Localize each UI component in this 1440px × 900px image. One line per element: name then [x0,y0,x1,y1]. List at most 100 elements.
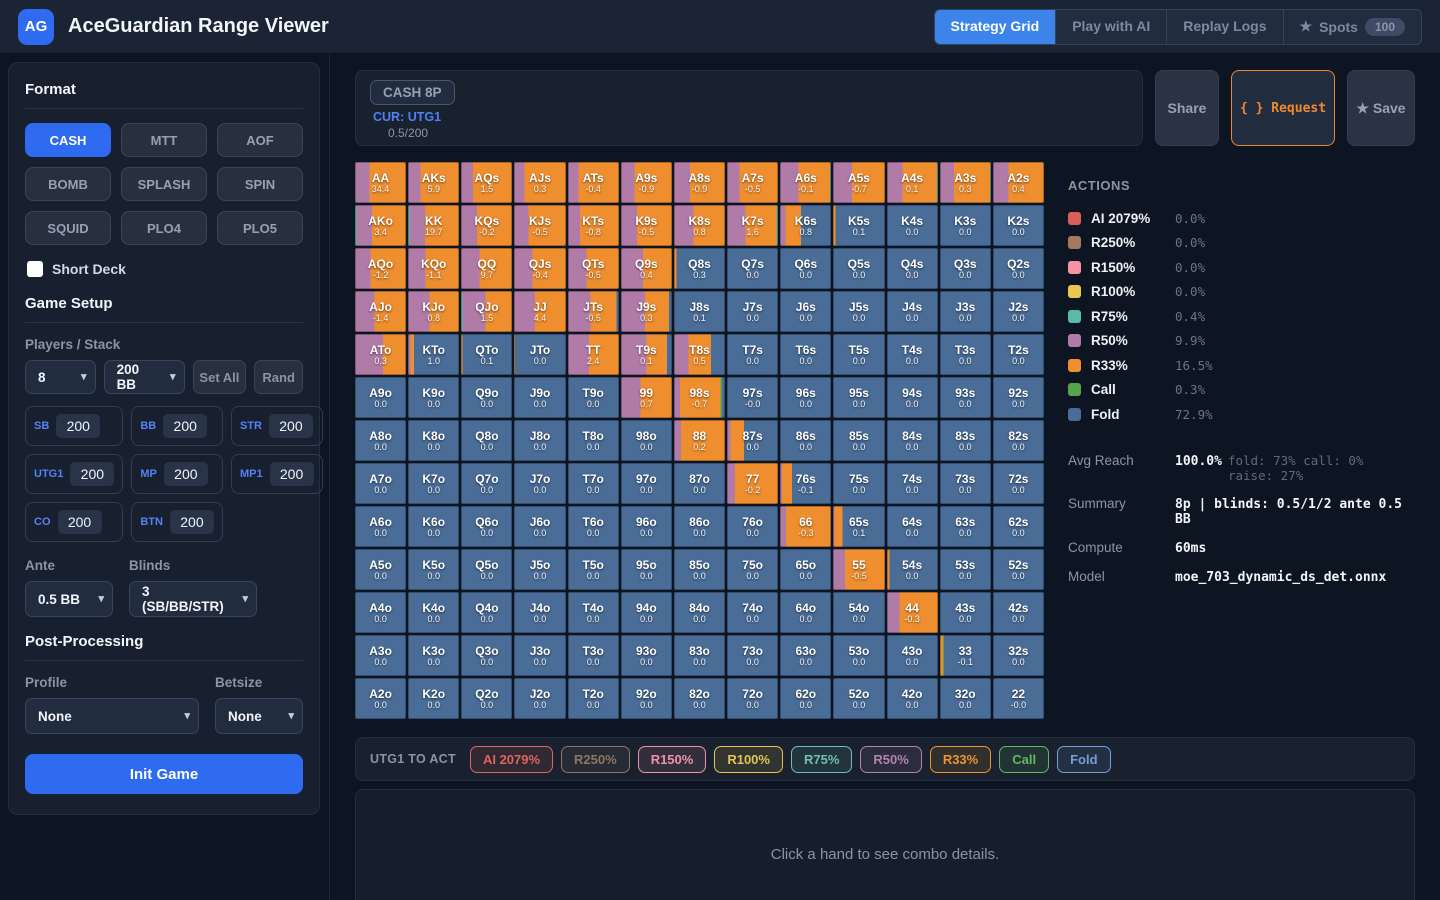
hand-cell-64s[interactable]: 64s 0.0 [886,506,938,547]
hand-cell-Q9s[interactable]: Q9s 0.4 [620,248,672,289]
hand-cell-J6s[interactable]: J6s 0.0 [780,291,832,332]
hand-cell-Q3o[interactable]: Q3o 0.0 [461,635,513,676]
action-button-call[interactable]: Call [999,745,1050,773]
hand-cell-KJo[interactable]: KJo 0.8 [408,291,460,332]
hand-cell-K3o[interactable]: K3o 0.0 [408,635,460,676]
hand-cell-Q2s[interactable]: Q2s 0.0 [992,248,1044,289]
format-button-bomb[interactable]: BOMB [25,167,111,201]
stack-input-co[interactable] [57,510,102,534]
hand-cell-A3o[interactable]: A3o 0.0 [355,635,407,676]
save-button[interactable]: ★ Save [1347,70,1415,146]
hand-cell-T8o[interactable]: T8o 0.0 [567,420,619,461]
hand-cell-73o[interactable]: 73o 0.0 [727,635,779,676]
hand-cell-J6o[interactable]: J6o 0.0 [514,506,566,547]
hand-cell-QTs[interactable]: QTs -0.5 [567,248,619,289]
stack-input-str[interactable] [268,414,313,438]
hand-cell-T8s[interactable]: T8s 0.5 [673,334,726,375]
hand-cell-95s[interactable]: 95s 0.0 [833,377,885,418]
init-game-button[interactable]: Init Game [25,754,303,794]
hand-cell-J9o[interactable]: J9o 0.0 [514,377,566,418]
hand-cell-JTo[interactable]: JTo 0.0 [514,334,566,375]
hand-cell-84s[interactable]: 84s 0.0 [886,420,938,461]
hand-cell-A6s[interactable]: A6s -0.1 [780,162,832,203]
hand-cell-53o[interactable]: 53o 0.0 [833,635,885,676]
action-button-r75[interactable]: R75% [790,745,853,773]
hand-cell-74o[interactable]: 74o 0.0 [727,592,779,633]
hand-cell-K2s[interactable]: K2s 0.0 [992,205,1044,246]
hand-cell-94s[interactable]: 94s 0.0 [886,377,938,418]
hand-cell-44[interactable]: 44 -0.3 [886,592,938,633]
hand-cell-97s[interactable]: 97s -0.0 [727,377,779,418]
stack-input-btn[interactable] [169,510,214,534]
action-button-r33[interactable]: R33% [929,745,992,773]
hand-cell-96o[interactable]: 96o 0.0 [620,506,672,547]
hand-cell-K4s[interactable]: K4s 0.0 [886,205,938,246]
hand-cell-72s[interactable]: 72s 0.0 [992,463,1044,504]
hand-cell-62s[interactable]: 62s 0.0 [992,506,1044,547]
tab-play-with-ai[interactable]: Play with AI [1055,9,1166,44]
hand-cell-93s[interactable]: 93s 0.0 [939,377,991,418]
hand-cell-ATs[interactable]: ATs -0.4 [567,162,619,203]
tab-spots[interactable]: ★ Spots 100 [1282,9,1421,44]
hand-cell-K7o[interactable]: K7o 0.0 [408,463,460,504]
hand-cell-87s[interactable]: 87s 0.0 [727,420,779,461]
hand-cell-32o[interactable]: 32o 0.0 [939,678,991,719]
stack-input-bb[interactable] [163,414,208,438]
hand-cell-76o[interactable]: 76o 0.0 [727,506,779,547]
hand-cell-J8s[interactable]: J8s 0.1 [673,291,726,332]
hand-cell-A9s[interactable]: A9s -0.9 [620,162,672,203]
hand-cell-T4o[interactable]: T4o 0.0 [567,592,619,633]
format-button-splash[interactable]: SPLASH [121,167,207,201]
hand-cell-K5s[interactable]: K5s 0.1 [833,205,885,246]
hand-cell-A5o[interactable]: A5o 0.0 [355,549,407,590]
hand-cell-65s[interactable]: 65s 0.1 [833,506,885,547]
hand-cell-AKo[interactable]: AKo 3.4 [355,205,407,246]
hand-cell-Q3s[interactable]: Q3s 0.0 [939,248,991,289]
stack-select[interactable]: 200 BB ▾ [103,360,185,394]
blinds-select[interactable]: 3 (SB/BB/STR) ▾ [129,581,257,617]
hand-cell-Q7s[interactable]: Q7s 0.0 [727,248,779,289]
hand-cell-76s[interactable]: 76s -0.1 [780,463,832,504]
hand-cell-74s[interactable]: 74s 0.0 [886,463,938,504]
hand-cell-J9s[interactable]: J9s 0.3 [620,291,672,332]
hand-cell-K6s[interactable]: K6s 0.8 [780,205,832,246]
hand-cell-QTo[interactable]: QTo 0.1 [461,334,513,375]
hand-cell-K8o[interactable]: K8o 0.0 [408,420,460,461]
hand-cell-53s[interactable]: 53s 0.0 [939,549,991,590]
hand-cell-98s[interactable]: 98s -0.7 [673,377,726,418]
hand-cell-Q9o[interactable]: Q9o 0.0 [461,377,513,418]
hand-cell-Q6o[interactable]: Q6o 0.0 [461,506,513,547]
hand-cell-QQ[interactable]: QQ 9.7 [461,248,513,289]
hand-cell-KQs[interactable]: KQs -0.2 [461,205,513,246]
hand-cell-Q8s[interactable]: Q8s 0.3 [673,248,726,289]
hand-cell-94o[interactable]: 94o 0.0 [620,592,672,633]
hand-cell-43o[interactable]: 43o 0.0 [886,635,938,676]
hand-cell-63o[interactable]: 63o 0.0 [780,635,832,676]
hand-cell-K5o[interactable]: K5o 0.0 [408,549,460,590]
action-button-fold[interactable]: Fold [1057,745,1111,773]
format-button-mtt[interactable]: MTT [121,123,207,157]
hand-cell-K3s[interactable]: K3s 0.0 [939,205,991,246]
hand-cell-T5o[interactable]: T5o 0.0 [567,549,619,590]
format-button-plo5[interactable]: PLO5 [217,211,303,245]
hand-cell-22[interactable]: 22 -0.0 [992,678,1044,719]
hand-cell-86s[interactable]: 86s 0.0 [780,420,832,461]
hand-cell-A2s[interactable]: A2s 0.4 [992,162,1044,203]
hand-cell-T5s[interactable]: T5s 0.0 [833,334,885,375]
stack-input-sb[interactable] [56,414,101,438]
hand-cell-J2s[interactable]: J2s 0.0 [992,291,1044,332]
hand-cell-QJs[interactable]: QJs -0.4 [514,248,566,289]
tab-replay-logs[interactable]: Replay Logs [1166,9,1282,44]
hand-cell-97o[interactable]: 97o 0.0 [620,463,672,504]
hand-cell-Q7o[interactable]: Q7o 0.0 [461,463,513,504]
hand-cell-Q6s[interactable]: Q6s 0.0 [780,248,832,289]
hand-cell-AKs[interactable]: AKs 5.9 [408,162,460,203]
hand-cell-AJo[interactable]: AJo -1.4 [355,291,407,332]
hand-cell-ATo[interactable]: ATo 0.3 [355,334,407,375]
hand-cell-J7s[interactable]: J7s 0.0 [727,291,779,332]
hand-cell-K9o[interactable]: K9o 0.0 [408,377,460,418]
hand-cell-75o[interactable]: 75o 0.0 [727,549,779,590]
hand-cell-75s[interactable]: 75s 0.0 [833,463,885,504]
hand-cell-KTo[interactable]: KTo 1.0 [408,334,460,375]
players-select[interactable]: 8 ▾ [25,360,96,394]
